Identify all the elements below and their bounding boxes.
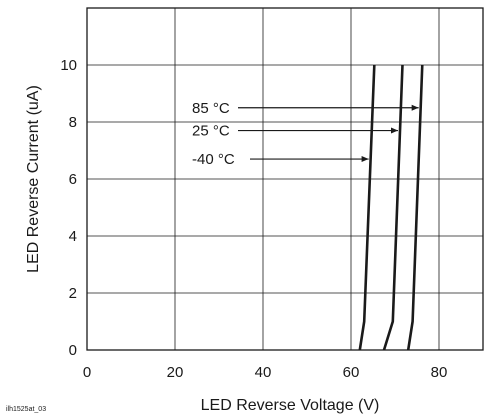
- annotation-label: 25 °C: [192, 123, 230, 140]
- series-layer: [358, 64, 424, 351]
- series-line: [358, 64, 376, 351]
- figure-id: ilh1525at_03: [6, 406, 46, 413]
- grid-lines: [86, 8, 483, 351]
- series-line: [406, 64, 424, 351]
- series-line: [382, 64, 404, 351]
- y-tick-label: 0: [69, 342, 77, 359]
- y-tick-label: 10: [60, 57, 77, 74]
- annotation-layer: 85 °C 25 °C -40 °C: [192, 100, 419, 168]
- annotation-label: 85 °C: [192, 100, 230, 117]
- y-tick-label: 6: [69, 171, 77, 188]
- plot-frame: [86, 7, 484, 351]
- x-tick-label: 0: [83, 364, 91, 381]
- x-tick-label: 40: [255, 364, 272, 381]
- x-tick-label: 60: [343, 364, 360, 381]
- x-axis-title: LED Reverse Voltage (V): [201, 397, 380, 414]
- y-tick-label: 2: [69, 285, 77, 302]
- tick-labels: 0 20 40 60 80 0 2 4 6 8 10: [60, 57, 447, 381]
- x-tick-label: 80: [431, 364, 448, 381]
- y-tick-label: 4: [69, 228, 77, 245]
- x-tick-label: 20: [167, 364, 184, 381]
- y-axis-title: LED Reverse Current (uA): [25, 85, 42, 273]
- y-tick-label: 8: [69, 114, 77, 131]
- annotation-label: -40 °C: [192, 151, 235, 168]
